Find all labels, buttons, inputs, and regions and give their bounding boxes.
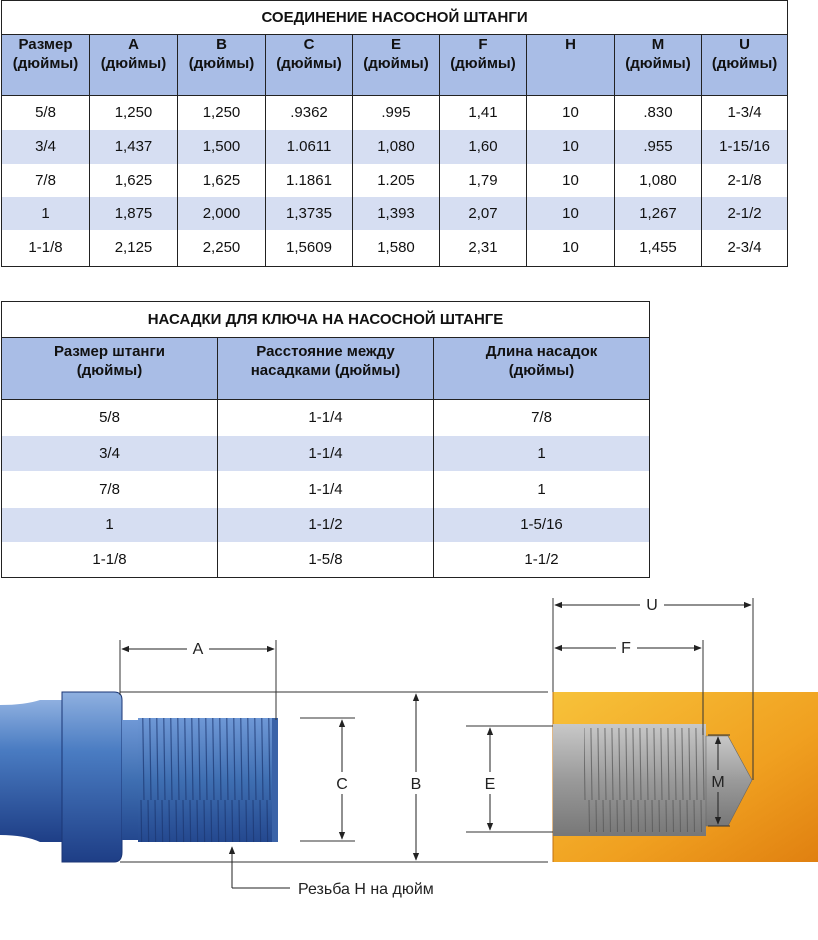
table-row: 7/8 1,625 1,625 1.1861 1.205 1,79 10 1,0…	[1, 163, 789, 197]
connection-table-title: СОЕДИНЕНИЕ НАСОСНОЙ ШТАНГИ	[0, 0, 789, 35]
table-row: 3/4 1-1/4 1	[1, 435, 650, 471]
dim-label-f: F	[621, 640, 631, 657]
box-end	[552, 692, 818, 862]
table-cell: 1	[1, 196, 90, 230]
table-row: 1 1,875 2,000 1,3735 1,393 2,07 10 1,267…	[1, 196, 789, 230]
table-cell: 1,455	[614, 229, 702, 267]
table-cell: 1,625	[177, 163, 266, 197]
dim-label-a: A	[193, 641, 204, 658]
table-cell: 1,393	[352, 196, 440, 230]
table-cell: 2-1/2	[700, 196, 789, 230]
dim-label-e: E	[485, 776, 496, 793]
dim-label-b: B	[411, 776, 422, 793]
table-cell: 1,080	[352, 129, 440, 164]
table-cell: 1.1861	[265, 163, 353, 197]
dim-label-u: U	[646, 597, 658, 614]
table-cell: 1-1/2	[217, 507, 434, 542]
table-cell: 2-3/4	[700, 229, 789, 267]
column-header: Длина насадок (дюймы)	[433, 337, 650, 400]
table-cell: .955	[614, 129, 702, 164]
table-cell: 1.0611	[265, 129, 353, 164]
table-cell: 1-5/16	[433, 507, 650, 542]
table-cell: 10	[526, 95, 615, 130]
table-cell: 1,875	[89, 196, 178, 230]
table-cell: 1-1/4	[217, 435, 434, 471]
table-cell: 2,31	[439, 229, 527, 267]
table-cell: 1-1/2	[433, 541, 650, 578]
extension-lines	[119, 598, 754, 863]
table-cell: .995	[352, 95, 440, 130]
table-cell: 1,250	[177, 95, 266, 130]
column-header: Расстояние между насадками (дюймы)	[217, 337, 434, 400]
table-cell: 10	[526, 196, 615, 230]
table-cell: 2-1/8	[700, 163, 789, 197]
table-cell: 5/8	[1, 95, 90, 130]
table-cell: 10	[526, 229, 615, 267]
table-cell: 7/8	[1, 163, 90, 197]
table-cell: 1,3735	[265, 196, 353, 230]
rod-connection-diagram: A U F B C E M Резьба H на дюйм	[0, 597, 818, 898]
table-cell: 2,250	[177, 229, 266, 267]
table-cell: 1-1/8	[1, 229, 90, 267]
table-cell: 1,79	[439, 163, 527, 197]
table-cell: 1,250	[89, 95, 178, 130]
table-cell: 1.205	[352, 163, 440, 197]
table-cell: 1	[1, 507, 218, 542]
table-cell: 1-3/4	[700, 95, 789, 130]
column-header: A (дюймы)	[89, 34, 178, 96]
table-row: 1 1-1/2 1-5/16	[1, 507, 650, 542]
dim-label-m: M	[711, 774, 724, 791]
table-cell: 7/8	[1, 470, 218, 508]
table-cell: 1,267	[614, 196, 702, 230]
table-cell: 1-15/16	[700, 129, 789, 164]
column-header: Размер (дюймы)	[1, 34, 90, 96]
table-cell: 5/8	[1, 399, 218, 436]
table-row: 7/8 1-1/4 1	[1, 470, 650, 508]
table-row: 5/8 1-1/4 7/8	[1, 399, 650, 436]
table-cell: 1-1/4	[217, 470, 434, 508]
table-cell: 1	[433, 435, 650, 471]
wrench-table-title: НАСАДКИ ДЛЯ КЛЮЧА НА НАСОСНОЙ ШТАНГЕ	[1, 301, 650, 338]
table-cell: 10	[526, 129, 615, 164]
table-cell: 1,580	[352, 229, 440, 267]
column-header: M (дюймы)	[614, 34, 702, 96]
table-cell: 1,500	[177, 129, 266, 164]
wrench-flats-table: НАСАДКИ ДЛЯ КЛЮЧА НА НАСОСНОЙ ШТАНГЕ Раз…	[1, 301, 650, 578]
table-cell: 3/4	[1, 435, 218, 471]
column-header: F (дюймы)	[439, 34, 527, 96]
table-cell: 1,41	[439, 95, 527, 130]
table-cell: 1,625	[89, 163, 178, 197]
table-cell: 1-1/4	[217, 399, 434, 436]
thread-label: Резьба H на дюйм	[298, 881, 434, 898]
table-cell: .830	[614, 95, 702, 130]
table-cell: 7/8	[433, 399, 650, 436]
table-cell: .9362	[265, 95, 353, 130]
column-header: Размер штанги (дюймы)	[1, 337, 218, 400]
table-row: 5/8 1,250 1,250 .9362 .995 1,41 10 .830 …	[1, 95, 789, 130]
table-cell: 3/4	[1, 129, 90, 164]
table-cell: 10	[526, 163, 615, 197]
table-cell: 2,07	[439, 196, 527, 230]
connection-table: СОЕДИНЕНИЕ НАСОСНОЙ ШТАНГИ Размер (дюймы)…	[0, 0, 789, 267]
table-cell: 2,000	[177, 196, 266, 230]
table-cell: 2,125	[89, 229, 178, 267]
table-cell: 1,437	[89, 129, 178, 164]
column-header: C (дюймы)	[265, 34, 353, 96]
column-header: E (дюймы)	[352, 34, 440, 96]
table-row: 3/4 1,437 1,500 1.0611 1,080 1,60 10 .95…	[1, 129, 789, 164]
table-cell: 1-1/8	[1, 541, 218, 578]
table-cell: 1,5609	[265, 229, 353, 267]
dim-label-c: C	[336, 776, 348, 793]
column-header: B (дюймы)	[177, 34, 266, 96]
table-cell: 1,60	[439, 129, 527, 164]
dimension-arrows	[121, 601, 752, 889]
column-header: U (дюймы)	[700, 34, 789, 96]
pin-end	[0, 691, 278, 863]
table-cell: 1-5/8	[217, 541, 434, 578]
table-row: 1-1/8 1-5/8 1-1/2	[1, 541, 650, 578]
table-row: 1-1/8 2,125 2,250 1,5609 1,580 2,31 10 1…	[1, 229, 789, 267]
table-cell: 1,080	[614, 163, 702, 197]
table-cell: 1	[433, 470, 650, 508]
column-header: H	[526, 34, 615, 96]
